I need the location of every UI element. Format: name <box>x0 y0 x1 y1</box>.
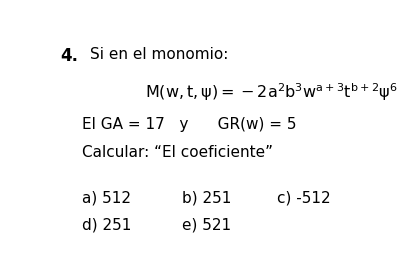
Text: c) -512: c) -512 <box>277 190 330 205</box>
Text: a) 512: a) 512 <box>82 190 131 205</box>
Text: e) 521: e) 521 <box>182 218 232 233</box>
Text: b) 251: b) 251 <box>182 190 232 205</box>
Text: Si en el monomio:: Si en el monomio: <box>90 47 228 62</box>
Text: $\mathregular{M(w, t, \psi) = -2a^2b^3w^{a+3}t^{b+2}\psi^6}$: $\mathregular{M(w, t, \psi) = -2a^2b^3w^… <box>145 81 398 103</box>
Text: d) 251: d) 251 <box>82 218 131 233</box>
Text: Calcular: “El coeficiente”: Calcular: “El coeficiente” <box>82 145 273 160</box>
Text: El GA = 17   y      GR(w) = 5: El GA = 17 y GR(w) = 5 <box>82 117 296 132</box>
Text: 4.: 4. <box>60 47 78 65</box>
